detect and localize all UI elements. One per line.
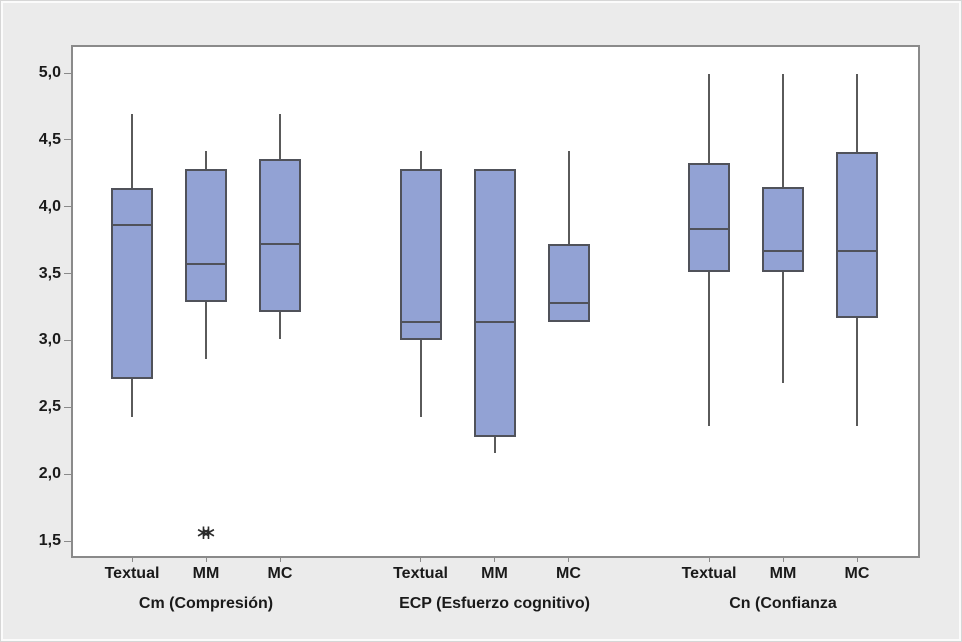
median-line <box>762 249 804 252</box>
upper-whisker <box>708 74 710 163</box>
x-category-label: MM <box>481 565 508 582</box>
lower-whisker <box>131 379 133 417</box>
x-tick-mark <box>568 556 569 562</box>
box-plot-box <box>762 186 804 273</box>
upper-whisker <box>856 74 858 152</box>
x-category-label: MC <box>844 565 870 582</box>
y-tick-mark <box>64 139 71 141</box>
median-line <box>399 320 442 323</box>
median-line <box>836 249 878 252</box>
median-line <box>259 243 301 246</box>
lower-whisker <box>279 312 281 340</box>
y-tick-mark <box>64 406 71 408</box>
y-tick-label: 4,0 <box>38 197 61 215</box>
y-tick-mark <box>64 206 71 208</box>
median-line <box>185 263 227 266</box>
lower-whisker <box>856 317 858 426</box>
box-plot-box <box>688 162 730 273</box>
x-group-label: ECP (Esfuerzo cognitivo) <box>399 595 590 612</box>
y-tick-label: 1,5 <box>38 532 61 549</box>
upper-whisker <box>131 114 133 188</box>
median-line <box>688 228 730 231</box>
box-plot-box <box>547 244 590 322</box>
box-plot-box <box>185 169 227 302</box>
x-category-label: MM <box>192 565 220 582</box>
x-tick-mark <box>856 556 858 562</box>
upper-whisker <box>567 150 570 245</box>
x-category-label: MC <box>556 565 581 582</box>
x-category-label: Textual <box>681 565 737 582</box>
y-tick-label: 2,5 <box>38 398 61 416</box>
lower-whisker <box>493 436 496 453</box>
y-tick-label: 3,5 <box>38 264 61 282</box>
x-category-label: MM <box>769 565 797 582</box>
box-plot-box <box>259 158 301 313</box>
x-category-label: MC <box>267 565 293 582</box>
box-plot-box <box>399 169 442 341</box>
y-tick-mark <box>64 540 71 542</box>
box-plot-box <box>836 151 878 318</box>
y-tick-mark <box>64 273 71 275</box>
upper-whisker <box>279 114 281 159</box>
x-tick-mark <box>131 556 133 562</box>
y-tick-label: 5,0 <box>38 64 61 81</box>
y-tick-label: 2,0 <box>38 465 61 483</box>
x-group-label: Cm (Compresión) <box>138 595 274 612</box>
x-tick-mark <box>782 556 784 562</box>
median-line <box>547 301 590 304</box>
x-category-label: Textual <box>104 565 160 582</box>
x-tick-mark <box>494 556 495 562</box>
y-tick-mark <box>64 339 71 341</box>
y-tick-label: 3,0 <box>38 331 61 349</box>
y-tick-mark <box>64 72 71 74</box>
x-tick-mark <box>205 556 207 562</box>
x-tick-mark <box>708 556 710 562</box>
upper-whisker <box>419 150 422 170</box>
lower-whisker <box>782 272 784 384</box>
y-tick-mark <box>64 473 71 475</box>
upper-whisker <box>205 150 207 170</box>
outlier-marker: ∗ <box>195 519 212 544</box>
upper-whisker <box>782 74 784 187</box>
median-line <box>111 224 153 227</box>
lower-whisker <box>708 272 710 426</box>
median-line <box>473 320 516 323</box>
outlier-marker: ∗ <box>200 519 217 544</box>
box-plot-box <box>111 187 153 380</box>
box-plot-box <box>473 169 516 437</box>
lower-whisker <box>419 340 422 417</box>
x-tick-mark <box>279 556 281 562</box>
y-tick-label: 4,5 <box>38 130 61 148</box>
x-tick-mark <box>420 556 421 562</box>
lower-whisker <box>205 301 207 360</box>
x-category-label: Textual <box>393 565 448 582</box>
x-group-label: Cn (Confianza <box>729 595 837 612</box>
